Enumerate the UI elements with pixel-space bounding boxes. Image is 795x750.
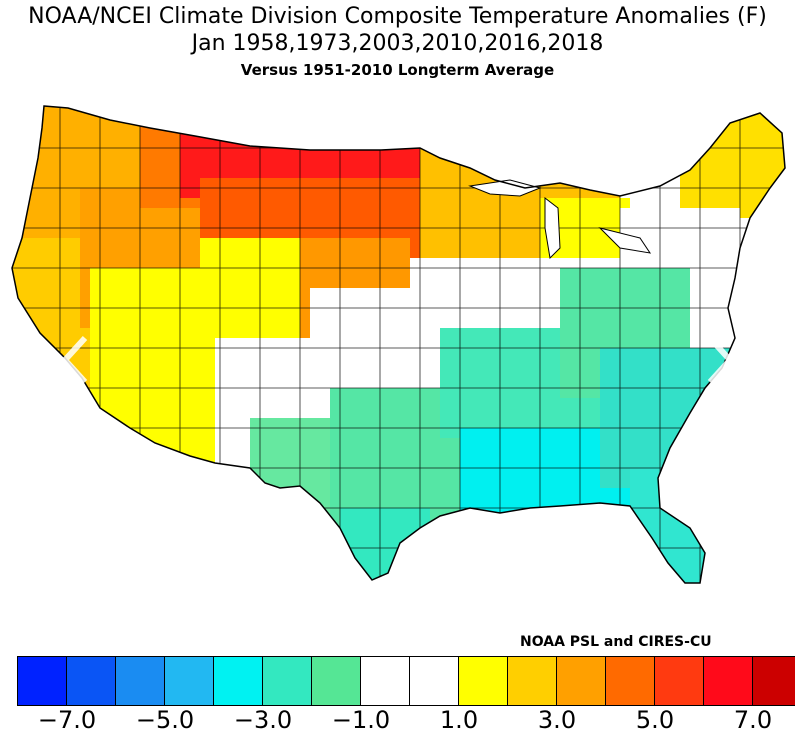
legend-tick-label: 5.0 <box>635 706 675 734</box>
legend-swatch <box>67 657 116 705</box>
us-climate-division-map <box>11 105 786 584</box>
legend-tick-labels: −7.0 −5.0 −3.0 −1.0 1.0 3.0 5.0 7.0 <box>0 706 795 746</box>
legend-swatch <box>214 657 263 705</box>
legend-tick-label: 7.0 <box>733 706 773 734</box>
great-lakes <box>468 179 652 260</box>
legend-swatch <box>508 657 557 705</box>
legend-swatch <box>263 657 312 705</box>
legend-swatch <box>410 657 459 705</box>
legend-swatch <box>361 657 410 705</box>
us-outline <box>11 105 786 584</box>
legend-swatch <box>753 657 795 705</box>
legend-tick-label: 3.0 <box>537 706 577 734</box>
map-subtitle: Jan 1958,1973,2003,2010,2016,2018 <box>191 31 604 56</box>
legend-swatch <box>116 657 165 705</box>
legend-swatch <box>655 657 704 705</box>
legend-swatch <box>18 657 67 705</box>
legend-tick-label: −1.0 <box>331 706 391 734</box>
region-florida <box>630 468 720 583</box>
legend-tick-label: 1.0 <box>439 706 479 734</box>
legend-swatch <box>312 657 361 705</box>
data-credit: NOAA PSL and CIRES-CU <box>520 634 712 650</box>
legend-tick-label: −5.0 <box>135 706 195 734</box>
color-legend <box>17 656 795 706</box>
map-title: NOAA/NCEI Climate Division Composite Tem… <box>28 4 767 29</box>
legend-swatch <box>557 657 606 705</box>
legend-swatch <box>459 657 508 705</box>
next-arrow-icon[interactable] <box>700 330 740 390</box>
previous-arrow-icon[interactable] <box>55 330 95 390</box>
legend-swatch <box>704 657 753 705</box>
legend-tick-label: −3.0 <box>233 706 293 734</box>
legend-swatch <box>165 657 214 705</box>
region-south-texas <box>340 508 430 583</box>
legend-tick-label: −7.0 <box>37 706 97 734</box>
map-reference-note: Versus 1951-2010 Longterm Average <box>240 61 555 79</box>
legend-swatch <box>606 657 655 705</box>
